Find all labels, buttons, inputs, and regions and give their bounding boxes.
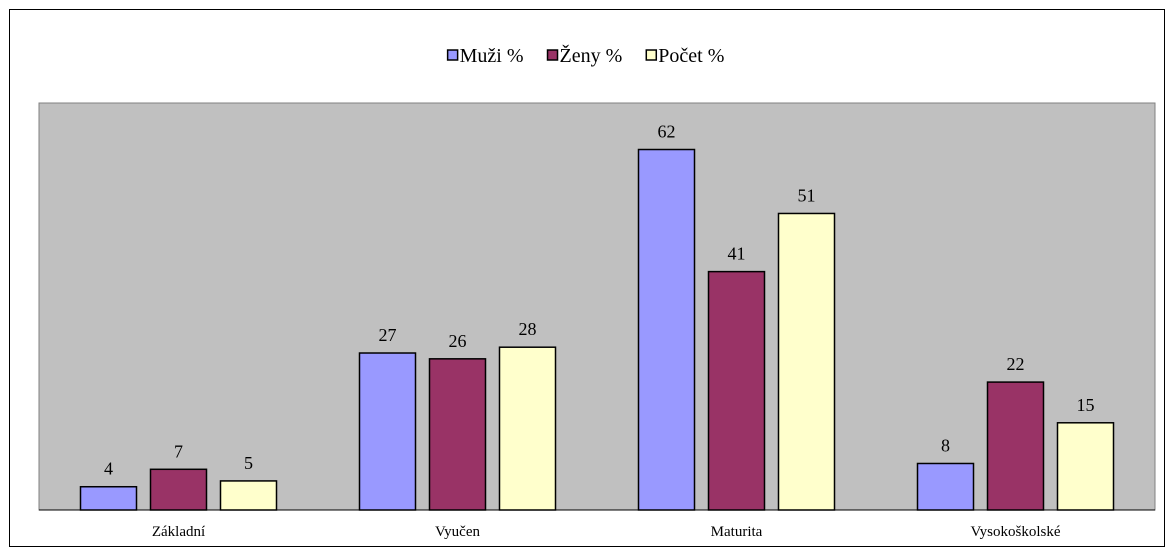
value-label: 15 [1077, 395, 1095, 415]
value-label: 4 [104, 459, 113, 479]
plot-area [38, 102, 1156, 511]
legend-swatch [546, 49, 559, 61]
x-tick-label: Základní [152, 524, 205, 540]
value-label: 5 [244, 453, 253, 473]
bar [916, 462, 975, 511]
bar [637, 148, 696, 511]
value-label: 7 [174, 441, 183, 461]
value-label: 62 [658, 122, 676, 142]
value-label: 27 [379, 325, 397, 345]
bar [149, 468, 208, 511]
legend-label: Počet % [658, 45, 724, 67]
x-tick-label: Vyučen [435, 524, 480, 540]
value-label: 28 [519, 319, 537, 339]
value-label: 51 [798, 185, 816, 205]
legend-label: Ženy % [560, 44, 623, 67]
value-label: 41 [728, 244, 746, 264]
legend-swatch [645, 49, 658, 61]
bar [986, 381, 1045, 511]
bar [358, 352, 417, 511]
value-label: 26 [449, 331, 467, 351]
x-tick-label: Maturita [711, 524, 763, 540]
x-tick-label: Vysokoškolské [970, 524, 1060, 540]
legend-swatch [446, 49, 459, 61]
bar [428, 358, 487, 511]
bar [219, 480, 278, 511]
legend-label: Muži % [460, 45, 524, 67]
bar [707, 270, 766, 511]
bar [777, 212, 836, 511]
value-label: 8 [941, 435, 950, 455]
bar [1056, 422, 1115, 511]
value-label: 22 [1007, 354, 1025, 374]
bar [498, 346, 557, 511]
bar [79, 485, 138, 511]
